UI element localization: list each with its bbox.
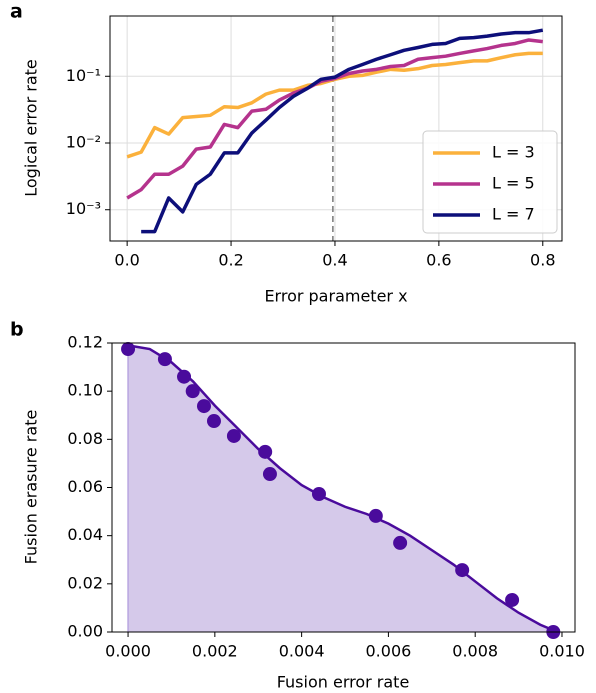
x-tick-label: 0.006 (366, 642, 412, 661)
point (226, 428, 241, 443)
y-tick-label: 0.08 (67, 429, 103, 448)
legend-box (422, 130, 558, 234)
x-tick-label: 0.0 (114, 251, 139, 270)
plot-frame (109, 15, 563, 242)
x-tick-label: 0.2 (218, 251, 243, 270)
x-tick-label: 0.002 (192, 642, 238, 661)
point (185, 384, 200, 399)
line (141, 28, 544, 234)
y-tick-label: 0.06 (67, 477, 103, 496)
point (196, 399, 211, 414)
point (368, 508, 383, 523)
legend-label: L = 7 (492, 205, 535, 224)
y-tick-label: 10⁻³ (66, 199, 101, 218)
point (262, 467, 277, 482)
y-tick-label: 0.00 (67, 622, 103, 641)
point (157, 352, 172, 367)
point (258, 444, 273, 459)
x-tick-label: 0.010 (539, 642, 585, 661)
point (311, 487, 326, 502)
fit-line (127, 344, 559, 632)
point (177, 369, 192, 384)
y-tick-label: 0.02 (67, 573, 103, 592)
panel-label: b (10, 319, 24, 341)
x-tick-label: 0.004 (279, 642, 325, 661)
x-tick-label: 0.8 (530, 251, 555, 270)
x-axis-label: Error parameter x (264, 287, 407, 306)
x-tick-label: 0.008 (452, 642, 498, 661)
panel-label: a (10, 1, 23, 23)
y-tick-label: 10⁻¹ (66, 66, 101, 85)
point (393, 535, 408, 550)
x-axis-label: Fusion error rate (277, 673, 410, 692)
point (505, 592, 520, 607)
y-tick-label: 0.04 (67, 525, 103, 544)
area (128, 345, 558, 632)
legend-label: L = 5 (492, 174, 535, 193)
y-tick-label: 10⁻² (66, 133, 101, 152)
point (206, 414, 221, 429)
point (455, 563, 470, 578)
y-axis-label: Fusion erasure rate (22, 410, 41, 565)
legend-label: L = 3 (492, 143, 535, 162)
x-tick-label: 0.6 (426, 251, 451, 270)
y-tick-label: 0.12 (67, 333, 103, 352)
x-tick-label: 0.000 (105, 642, 151, 661)
plot-area (127, 344, 559, 632)
y-axis-label: Logical error rate (22, 59, 41, 196)
x-tick-label: 0.4 (322, 251, 347, 270)
point (121, 342, 136, 357)
plot-area (110, 16, 562, 241)
y-tick-label: 0.10 (67, 381, 103, 400)
plot-frame (111, 342, 576, 633)
